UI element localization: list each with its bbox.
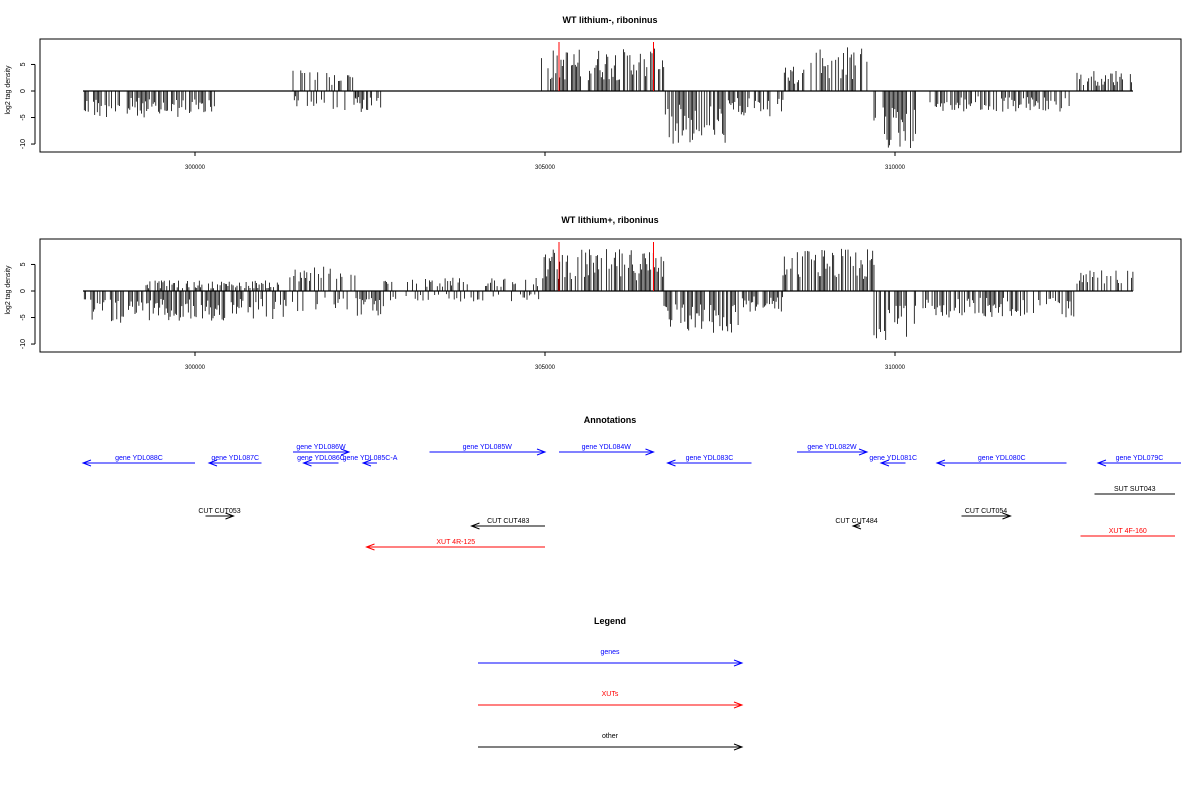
feature-sut-sut043: SUT SUT043 [1094,486,1175,495]
y-axis: -10 -5 0 5 [20,262,36,349]
arrow-head [879,459,890,467]
plot-frame [39,238,1182,353]
feature-gene-ydl084w: gene YDL084W [559,444,655,456]
arrow-head [536,448,547,456]
y-tick-label: 5 [20,62,27,66]
y-axis: -10 -5 0 5 [20,62,36,149]
feature-gene-ydl083c: gene YDL083C [666,455,752,467]
arrow-head [365,543,375,551]
feature-label: CUT CUT054 [965,508,1007,515]
feature-label: XUT 4R-125 [436,539,475,546]
feature-label: gene YDL080C [978,455,1026,462]
arrow-head [1002,512,1012,520]
feature-label: gene YDL083C [686,455,734,462]
x-axis: 300000 305000 310000 [185,352,906,371]
feature-gene-ydl082w: gene YDL082W [797,444,869,456]
y-tick-label: -5 [20,314,27,320]
legend-item-genes: genes [478,649,744,667]
feature-gene-ydl086w: gene YDL086W [293,444,351,456]
panel-title: WT lithium+, riboninus [561,215,658,225]
feature-label: SUT SUT043 [1114,486,1156,493]
y-tick-label: -10 [20,139,27,149]
x-tick-label: 300000 [185,165,206,171]
feature-gene-ydl085c-a: gene YDL085C-A [343,455,398,467]
feature-label: gene YDL085C-A [343,455,398,462]
x-tick-label: 305000 [535,165,556,171]
arrow-head [207,459,218,467]
arrow-head [340,448,351,456]
y-tick-label: -5 [20,114,27,120]
legend-title: Legend [594,616,626,626]
feature-label: gene YDL084W [582,444,632,451]
feature-gene-ydl085w: gene YDL085W [429,444,547,456]
feature-cut-cut054: CUT CUT054 [961,508,1012,520]
y-tick-label: -10 [20,339,27,349]
feature-xut-4r-125: XUT 4R-125 [365,539,545,551]
arrow-head [1096,459,1107,467]
legend-arrow-head [733,743,744,751]
feature-gene-ydl080c: gene YDL080C [935,455,1067,467]
arrow-head [851,522,862,530]
feature-gene-ydl088c: gene YDL088C [81,455,195,467]
arrow-head [666,459,676,467]
feature-gene-ydl081c: gene YDL081C [869,455,917,467]
arrow-head [470,522,480,530]
arrow-head [935,459,946,467]
feature-gene-ydl079c: gene YDL079C [1096,455,1181,467]
x-tick-label: 310000 [885,165,906,171]
feature-cut-cut053: CUT CUT053 [198,508,241,520]
feature-label: gene YDL086W [296,444,346,451]
feature-label: CUT CUT053 [198,508,240,515]
arrow-head [225,512,235,520]
feature-label: CUT CUT484 [835,518,877,525]
plot-frame [39,38,1182,153]
x-tick-label: 310000 [885,365,906,371]
feature-label: CUT CUT483 [487,518,529,525]
x-axis: 300000 305000 310000 [185,152,906,171]
panel-title: WT lithium-, riboninus [563,15,658,25]
feature-cut-cut483: CUT CUT483 [470,518,545,530]
y-tick-label: 0 [20,289,27,293]
density-bars [83,47,1133,148]
arrow-head [81,459,92,467]
feature-gene-ydl087c: gene YDL087C [207,455,262,467]
x-tick-label: 300000 [185,365,206,371]
feature-xut-4f-160: XUT 4F-160 [1080,528,1175,537]
legend-arrow-head [733,659,744,667]
feature-label: gene YDL082W [807,444,857,451]
legend-label: genes [600,649,620,656]
feature-cut-cut484: CUT CUT484 [835,518,878,530]
feature-label: XUT 4F-160 [1109,528,1147,535]
density-bars [83,248,1134,340]
y-axis-label: log2 tag density [5,265,12,315]
feature-label: gene YDL086C [297,455,345,462]
legend-item-xuts: XUTs [478,691,744,709]
feature-label: gene YDL081C [869,455,917,462]
feature-label: gene YDL085W [463,444,513,451]
red-marker-lines [558,42,654,91]
arrow-head [361,459,372,467]
x-tick-label: 305000 [535,365,556,371]
y-tick-label: 0 [20,89,27,93]
track-panel-lithium-minus: WT lithium-, riboninus log2 tag density … [5,15,1182,171]
arrow-head [858,448,869,456]
feature-gene-ydl086c: gene YDL086C [297,455,345,467]
y-axis-label: log2 tag density [5,65,12,115]
legend-item-other: other [478,733,744,751]
y-tick-label: 5 [20,262,27,266]
annotation-features: gene YDL088C gene YDL087C gene YDL086W gene… [81,444,1181,551]
feature-label: gene YDL079C [1116,455,1164,462]
legend-label: XUTs [602,691,619,698]
arrow-head [302,459,312,467]
legend-label: other [602,733,619,740]
feature-label: gene YDL088C [115,455,163,462]
arrow-head [645,448,655,456]
legend-arrow-head [733,701,744,709]
track-panel-lithium-plus: WT lithium+, riboninus log2 tag density … [5,215,1182,371]
red-marker-lines [558,242,654,291]
feature-label: gene YDL087C [211,455,259,462]
legend-items: genes XUTs other [478,649,744,751]
annotations-title: Annotations [584,415,637,425]
